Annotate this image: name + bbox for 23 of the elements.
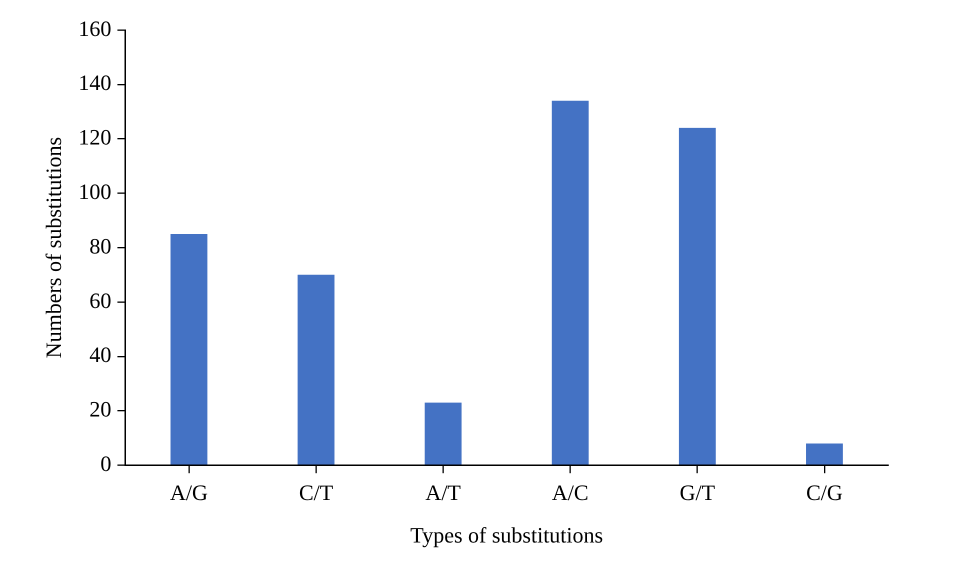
bar — [678, 128, 716, 465]
x-tick-label: C/T — [298, 480, 334, 506]
x-tick-label: A/T — [425, 480, 462, 506]
y-tick-label: 0 — [100, 450, 112, 476]
x-tick-label: A/G — [170, 480, 208, 506]
bar — [170, 234, 208, 465]
bar — [552, 100, 589, 465]
bar — [806, 443, 843, 465]
y-tick-label: 140 — [78, 70, 112, 96]
bar — [298, 274, 334, 465]
y-tick-label: 160 — [78, 16, 112, 41]
y-tick-label: 40 — [89, 342, 112, 368]
x-tick-label: G/T — [680, 480, 716, 506]
y-tick-label: 60 — [89, 288, 112, 313]
x-tick-label: C/G — [806, 480, 843, 506]
y-tick-label: 20 — [89, 396, 112, 422]
y-tick-label: 80 — [89, 233, 112, 258]
bar — [424, 402, 462, 465]
x-tick-label: A/C — [552, 480, 589, 506]
x-axis-title: Types of substitutions — [410, 522, 604, 548]
y-tick-label: 120 — [78, 124, 112, 150]
y-tick-label: 100 — [78, 178, 112, 204]
y-axis-title: Numbers of substitutions — [40, 136, 66, 358]
